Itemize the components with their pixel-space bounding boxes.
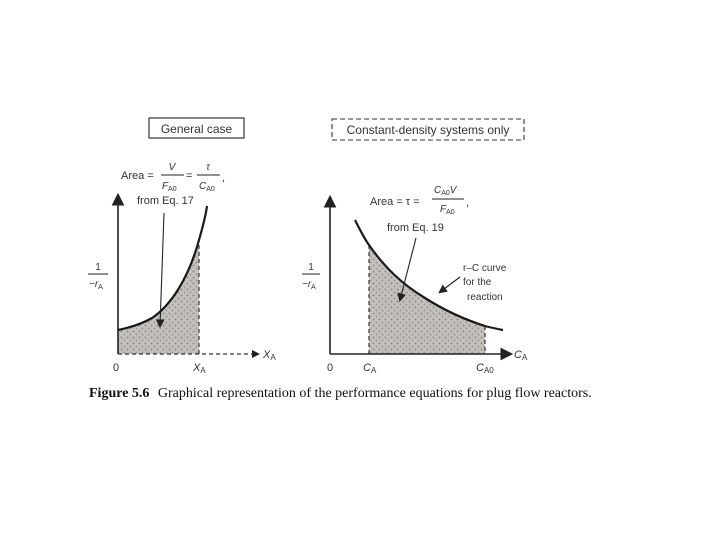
right-frac-den: FA0: [440, 204, 455, 216]
left-frac2-num: τ: [206, 162, 211, 173]
left-area-formula: Area = V FA0 = τ CA0 , from Eq. 17: [121, 162, 225, 207]
left-frac1-den: FA0: [162, 181, 177, 193]
right-frac-comma: ,: [466, 197, 469, 209]
right-title: Constant-density systems only: [347, 123, 510, 137]
left-title-box: [148, 117, 245, 139]
left-equals: =: [186, 170, 192, 182]
left-frac1-num: V: [169, 162, 177, 173]
right-source: from Eq. 19: [387, 222, 444, 234]
right-ca0-mark: CA0: [476, 362, 494, 375]
right-origin: 0: [327, 362, 333, 374]
left-y-label-num: 1: [95, 262, 101, 273]
right-area-arrow: [397, 237, 417, 303]
left-y-label-den: −rA: [89, 279, 103, 291]
right-panel: Constant-density systems only Area = τ =…: [302, 118, 528, 375]
left-x-axis-label: XA: [262, 349, 276, 362]
right-y-label-den: −rA: [302, 279, 316, 291]
caption-text: Graphical representation of the performa…: [158, 386, 592, 401]
right-frac-num: CA0V: [434, 185, 458, 197]
figure-caption: Figure 5.6 Graphical representation of t…: [89, 386, 592, 401]
left-area-arrow: [155, 212, 165, 329]
left-area-label: Area =: [121, 170, 154, 182]
left-title: General case: [161, 122, 233, 136]
right-curve-arrow: [438, 276, 461, 294]
right-y-label-num: 1: [308, 262, 314, 273]
right-area-formula: Area = τ = CA0V FA0 , from Eq. 19: [370, 185, 469, 234]
right-rate-curve: [354, 219, 504, 332]
left-rate-curve: [117, 205, 209, 332]
left-xa-mark: XA: [192, 362, 206, 375]
left-x-axis-arrowhead: [252, 350, 260, 358]
right-area-label: Area = τ =: [370, 196, 420, 208]
right-ca-mark: CA: [363, 362, 377, 375]
left-origin: 0: [113, 362, 119, 374]
left-frac2-den: CA0: [199, 181, 215, 193]
left-source: from Eq. 17: [137, 195, 194, 207]
left-frac-comma: ,: [222, 172, 225, 184]
left-y-label: 1 −rA: [88, 262, 108, 291]
right-y-label: 1 −rA: [302, 262, 320, 291]
left-panel: General case Area = V FA0 = τ CA0 , from…: [88, 117, 276, 375]
right-curve-note-1: r–C curve: [463, 263, 507, 274]
right-x-axis-label: CA: [514, 349, 528, 362]
caption-label: Figure 5.6: [89, 386, 149, 401]
right-curve-note-3: reaction: [467, 292, 503, 303]
right-curve-note-2: for the: [463, 277, 492, 288]
left-shaded-area: [118, 240, 199, 354]
right-title-box: [331, 118, 525, 141]
